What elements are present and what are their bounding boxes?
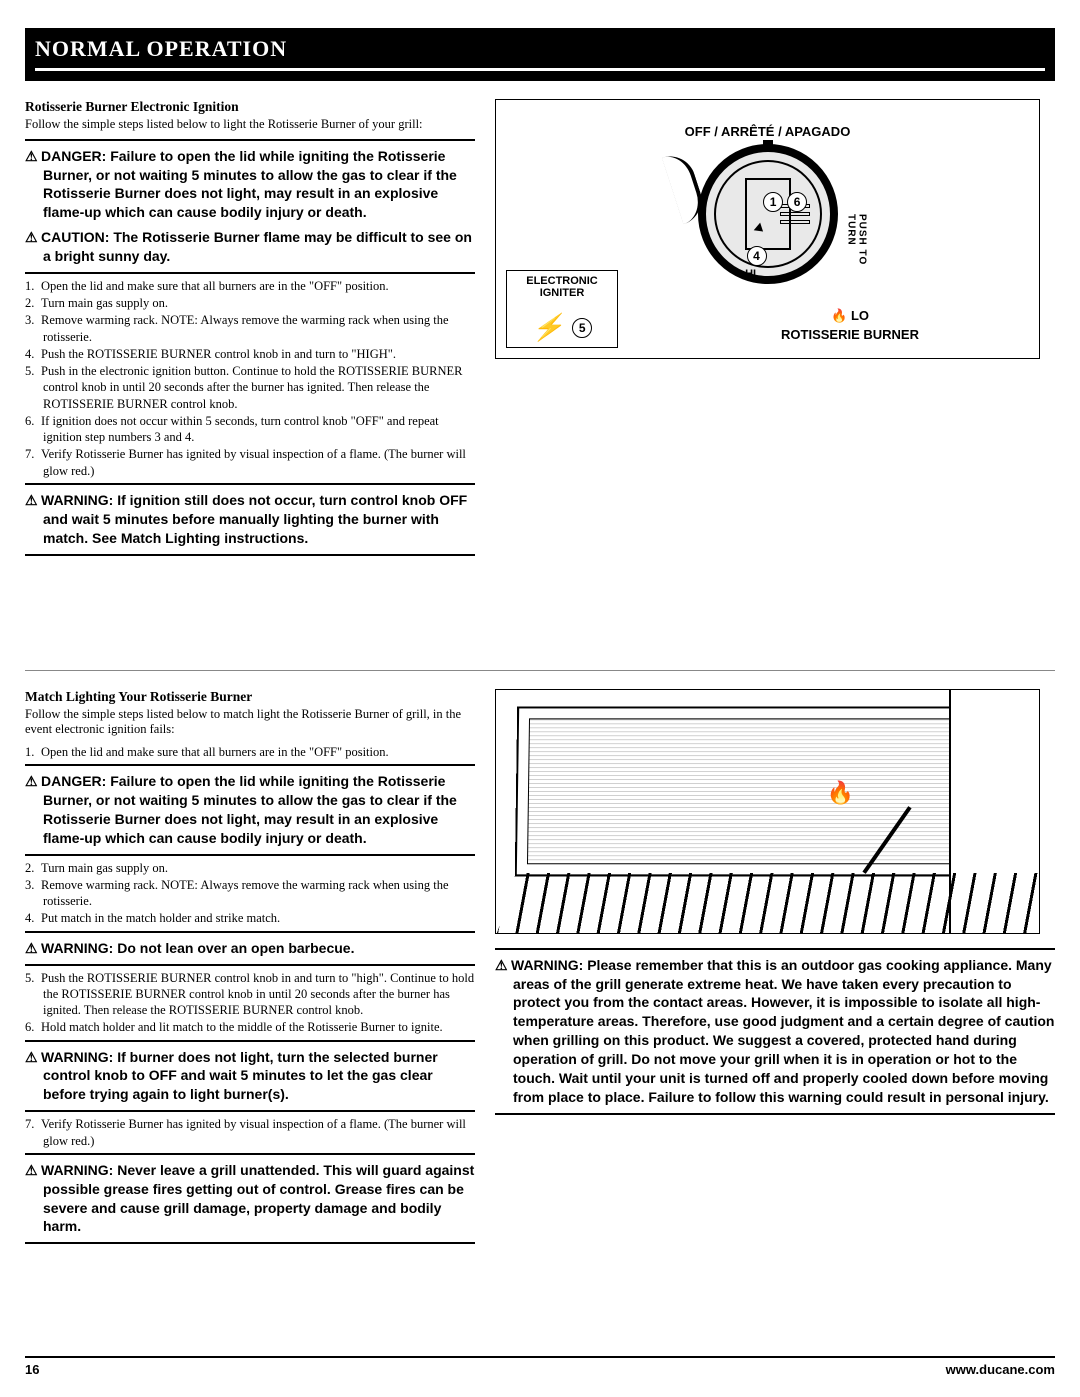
steps-list: Open the lid and make sure that all burn… [25,278,475,479]
igniter-box: ELECTRONIC IGNITER ⚡ 5 [506,270,618,348]
rule [25,483,475,485]
intro-text: Follow the simple steps listed below to … [25,117,475,133]
step: Open the lid and make sure that all burn… [25,278,475,294]
warning-icon: ⚠ [25,939,41,958]
lo-label: 🔥 LO [831,308,869,324]
callout-6: 6 [787,192,807,212]
section-electronic-ignition: Rotisserie Burner Electronic Ignition Fo… [25,99,1055,560]
page-number: 16 [25,1362,39,1377]
warning-lean: ⚠WARNING: Do not lean over an open barbe… [25,939,475,958]
mid-divider [25,670,1055,671]
warning-icon: ⚠ [25,147,41,166]
step: Open the lid and make sure that all burn… [25,744,475,760]
warning-outdoor: ⚠WARNING: Please remember that this is a… [495,956,1055,1107]
steps-c: Push the ROTISSERIE BURNER control knob … [25,970,475,1036]
rule [25,1153,475,1155]
rule [25,1242,475,1244]
steps-a: Open the lid and make sure that all burn… [25,744,475,760]
step: Push the ROTISSERIE BURNER control knob … [25,970,475,1019]
step: Verify Rotisserie Burner has ignited by … [25,446,475,479]
rule [25,554,475,556]
steps-d: Verify Rotisserie Burner has ignited by … [25,1116,475,1149]
rule [25,964,475,966]
hi-label: HI [745,268,756,280]
warning-note: ⚠WARNING: If ignition still does not occ… [25,491,475,548]
caution-note: ⚠CAUTION: The Rotisserie Burner flame ma… [25,228,475,266]
danger-note: ⚠DANGER: Failure to open the lid while i… [25,147,475,223]
step: Push in the electronic ignition button. … [25,363,475,412]
match-diagram: 🔥 [495,689,1040,934]
header-underline [35,68,1045,71]
rule [25,272,475,274]
flame-icon: 🔥 [827,780,854,806]
footer-url: www.ducane.com [946,1362,1055,1377]
rule [25,1040,475,1042]
section-match-lighting: Match Lighting Your Rotisserie Burner Fo… [25,689,1055,1249]
electronic-left: Rotisserie Burner Electronic Ignition Fo… [25,99,475,560]
intro-text: Follow the simple steps listed below to … [25,707,475,738]
header-bar: NORMAL OPERATION [25,28,1055,81]
page-title: NORMAL OPERATION [35,36,1045,68]
warning-icon: ⚠ [495,956,511,975]
page-footer: 16 www.ducane.com [25,1356,1055,1377]
warning-icon: ⚠ [25,1161,41,1180]
rule [25,931,475,933]
step: Put match in the match holder and strike… [25,910,475,926]
off-label: OFF / ARRÊTÉ / APAGADO [496,124,1039,139]
warning-icon: ⚠ [25,228,41,247]
warning-unattended: ⚠WARNING: Never leave a grill unattended… [25,1161,475,1237]
step: If ignition does not occur within 5 seco… [25,413,475,446]
step: Verify Rotisserie Burner has ignited by … [25,1116,475,1149]
callout-1: 1 [763,192,783,212]
knob-diagram: OFF / ARRÊTÉ / APAGADO 1 6 4 HI PUSH TO … [495,99,1040,359]
igniter-label: ELECTRONIC IGNITER [511,275,613,299]
rule [495,1113,1055,1115]
warning-icon: ⚠ [25,1048,41,1067]
callout-5: 5 [572,318,592,338]
match-right: 🔥 ⚠WARNING: Please remember that this is… [495,689,1055,1249]
step: Turn main gas supply on. [25,860,475,876]
steps-b: Turn main gas supply on. Remove warming … [25,860,475,927]
warning-icon: ⚠ [25,491,41,510]
rule [25,139,475,141]
callout-4: 4 [747,246,767,266]
step: Remove warming rack. NOTE: Always remove… [25,312,475,345]
rule [495,948,1055,950]
bolt-icon: ⚡ [532,313,564,343]
rule [25,764,475,766]
knob: 1 6 4 HI PUSH TO TURN [698,144,838,284]
sub-heading: Rotisserie Burner Electronic Ignition [25,99,475,115]
warning-nolight: ⚠WARNING: If burner does not light, turn… [25,1048,475,1105]
step: Remove warming rack. NOTE: Always remove… [25,877,475,910]
rotisserie-label: ROTISSERIE BURNER [781,327,919,342]
step: Hold match holder and lit match to the m… [25,1019,475,1035]
sub-heading: Match Lighting Your Rotisserie Burner [25,689,475,705]
rule [25,854,475,856]
electronic-right: OFF / ARRÊTÉ / APAGADO 1 6 4 HI PUSH TO … [495,99,1055,560]
step: Push the ROTISSERIE BURNER control knob … [25,346,475,362]
rule [25,1110,475,1112]
match-left: Match Lighting Your Rotisserie Burner Fo… [25,689,475,1249]
step: Turn main gas supply on. [25,295,475,311]
warning-icon: ⚠ [25,772,41,791]
push-label: PUSH TO TURN [846,214,868,284]
danger-note: ⚠DANGER: Failure to open the lid while i… [25,772,475,848]
